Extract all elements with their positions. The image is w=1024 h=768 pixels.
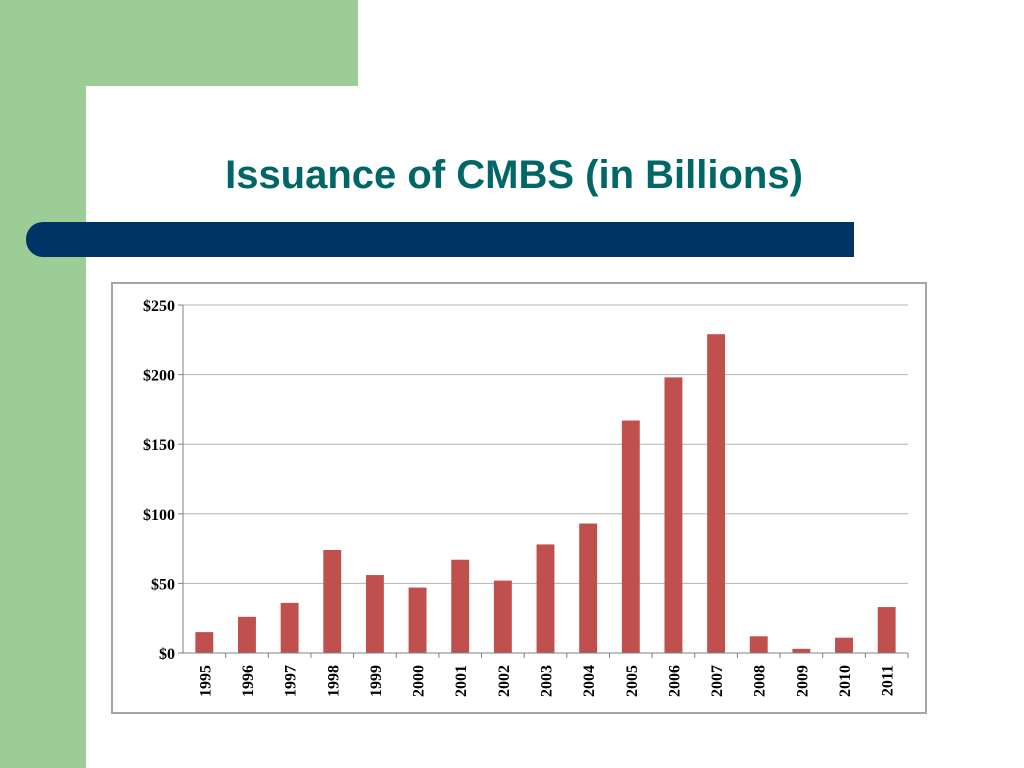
y-tick-label: $100 bbox=[143, 507, 175, 524]
x-tick-label: 1997 bbox=[283, 665, 300, 697]
bar bbox=[877, 607, 896, 653]
x-tick-label: 2002 bbox=[496, 665, 513, 697]
green-side-strip bbox=[0, 0, 86, 768]
bar bbox=[835, 637, 853, 653]
y-tick-label: $200 bbox=[143, 368, 175, 385]
x-tick-label: 2006 bbox=[666, 665, 683, 697]
x-tick-label: 2007 bbox=[709, 665, 726, 697]
x-tick-label: 2008 bbox=[752, 665, 769, 697]
x-tick-label: 2003 bbox=[539, 665, 556, 697]
x-tick-label: 1995 bbox=[197, 665, 214, 697]
x-tick-label: 2004 bbox=[581, 665, 598, 697]
bar bbox=[195, 632, 214, 653]
bar-chart: $0$50$100$150$200$250 1995 1996 1997 1998 19… bbox=[143, 298, 909, 697]
y-tick-label: $250 bbox=[143, 298, 175, 315]
bar bbox=[238, 616, 256, 653]
title-underline-band bbox=[26, 222, 854, 257]
x-tick-label: 2000 bbox=[411, 665, 428, 697]
bar bbox=[365, 575, 384, 653]
bar bbox=[493, 580, 512, 653]
x-tick-label: 2010 bbox=[837, 665, 854, 697]
x-tick-label: 1998 bbox=[325, 665, 342, 697]
y-axis-tick-labels: $0 $50 $100 $150 $200 $250 bbox=[143, 298, 175, 663]
y-tick-label: $50 bbox=[151, 576, 175, 593]
bar bbox=[579, 523, 598, 653]
bar bbox=[323, 549, 342, 653]
x-tick-label: 2011 bbox=[880, 665, 897, 696]
bar bbox=[280, 602, 299, 653]
bar bbox=[621, 420, 640, 653]
x-axis-tick-labels: 1995 1996 1997 1998 1999 2000 2001 2002 2003 2004… bbox=[197, 665, 896, 697]
chart-frame: $0 $50 $100 $150 $200 $250 1995 1996 1997 1998 19… bbox=[111, 282, 927, 714]
x-tick-label: 1999 bbox=[368, 665, 385, 697]
bar bbox=[707, 334, 726, 653]
bar bbox=[749, 636, 768, 653]
bar bbox=[792, 648, 811, 653]
x-tick-label: 2001 bbox=[453, 665, 470, 697]
bar bbox=[451, 559, 470, 653]
bar bbox=[536, 544, 555, 653]
y-tick-label: $150 bbox=[143, 437, 175, 454]
bar bbox=[408, 587, 427, 653]
x-tick-label: 2009 bbox=[794, 665, 811, 697]
x-tick-label: 2005 bbox=[624, 665, 641, 697]
bars bbox=[195, 334, 896, 653]
slide-title: Issuance of CMBS (in Billions) bbox=[225, 153, 803, 197]
axes bbox=[182, 305, 908, 654]
y-tick-label: $0 bbox=[159, 646, 175, 663]
x-tick-label: 1996 bbox=[240, 665, 257, 697]
bar bbox=[664, 377, 683, 653]
